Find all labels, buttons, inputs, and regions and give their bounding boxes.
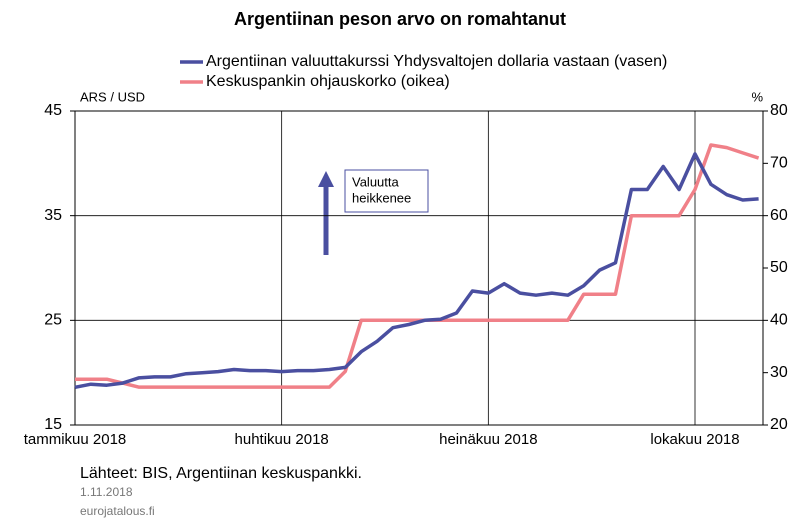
publisher: eurojatalous.fi	[80, 504, 155, 518]
y-axis-label: ARS / USD	[80, 89, 145, 104]
y2-tick-label: 30	[770, 364, 788, 381]
y2-tick-label: 50	[770, 259, 788, 276]
y2-tick-label: 60	[770, 207, 788, 224]
plot-frame	[74, 110, 764, 426]
y-tick-label: 15	[44, 416, 62, 433]
x-tick-label: tammikuu 2018	[24, 431, 127, 448]
date: 1.11.2018	[80, 485, 133, 499]
x-tick-label: huhtikuu 2018	[235, 431, 329, 448]
y2-tick-label: 20	[770, 416, 788, 433]
y-tick-label: 45	[44, 102, 62, 119]
x-tick-label: heinäkuu 2018	[439, 431, 537, 448]
annotation: heikkenee	[352, 190, 411, 205]
y2-axis-label: %	[751, 89, 763, 104]
y2-tick-label: 70	[770, 155, 788, 172]
series-line	[75, 143, 760, 389]
y2-tick-label: 80	[770, 102, 788, 119]
x-tick-label: lokakuu 2018	[650, 431, 739, 448]
y-tick-label: 35	[44, 207, 62, 224]
legend-label: Keskuspankin ohjauskorko (oikea)	[206, 73, 450, 90]
y2-tick-label: 40	[770, 312, 788, 329]
source: Lähteet: BIS, Argentiinan keskuspankki.	[80, 465, 362, 482]
chart-title: Argentiinan peson arvo on romahtanut	[234, 9, 566, 29]
legend-label: Argentiinan valuuttakurssi Yhdysvaltojen…	[206, 53, 667, 70]
series-line	[74, 152, 759, 390]
y-tick-label: 25	[44, 312, 62, 329]
annotation-arrowhead	[318, 171, 334, 187]
annotation: Valuutta	[352, 174, 400, 189]
annotation-box	[344, 169, 429, 213]
